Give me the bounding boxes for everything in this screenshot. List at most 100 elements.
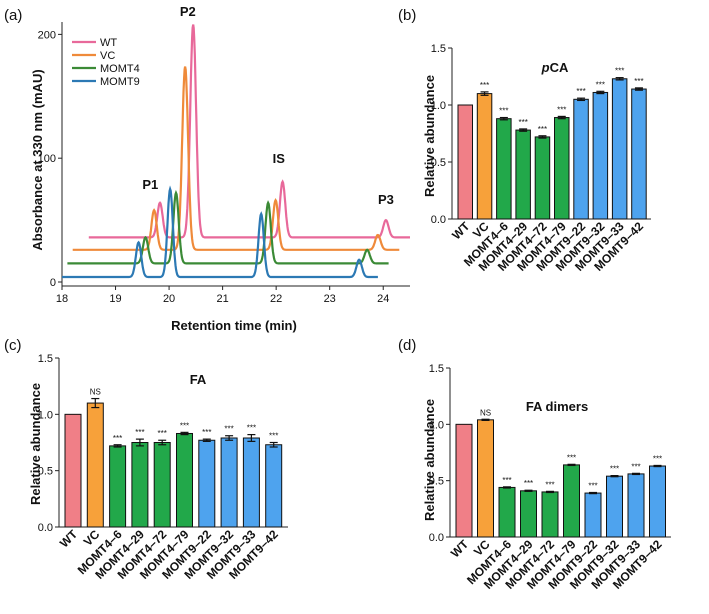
legend-label-momt4: MOMT4 — [100, 63, 140, 75]
bar-wt — [64, 413, 82, 528]
bar-momt4–6 — [498, 486, 516, 538]
x-tick-label: 19 — [109, 293, 121, 305]
significance-label: *** — [631, 462, 640, 471]
bar-momt9–22 — [198, 439, 216, 528]
trace-vc — [72, 66, 400, 251]
bar-momt9–42 — [649, 465, 666, 538]
pca-title-rest: CA — [550, 60, 569, 75]
pca-ylabel: Relative abundance — [422, 75, 437, 197]
panel-label-b: (b) — [398, 7, 416, 24]
significance-label: *** — [596, 80, 605, 89]
x-tick-label: 21 — [216, 293, 228, 305]
peak-label-p1: P1 — [142, 177, 158, 192]
bar-momt4–72 — [541, 491, 559, 538]
bar-momt4–79 — [176, 432, 193, 528]
trace-momt4 — [67, 189, 389, 265]
significance-label: *** — [615, 67, 624, 76]
bar-momt9–22 — [573, 98, 589, 220]
significance-label: *** — [524, 479, 533, 488]
significance-label: *** — [202, 428, 211, 437]
trace-wt — [88, 24, 410, 239]
y-tick-label: 0.0 — [431, 214, 446, 226]
bar-momt9–32 — [220, 437, 238, 528]
significance-label: *** — [269, 432, 278, 441]
panel-label-a: (a) — [4, 7, 22, 24]
peak-label-p2: P2 — [180, 4, 196, 19]
y-tick-label: 0.5 — [429, 476, 444, 488]
fa-dimers-title: FA dimers — [526, 399, 588, 414]
significance-label: *** — [545, 480, 554, 489]
fa-dimers-bar-panel: Relative abundance FA dimers 0.0 0.5 1.0 1.… — [422, 363, 671, 592]
bar-momt9–32 — [592, 91, 609, 220]
significance-label: *** — [113, 434, 122, 443]
y-tick-label: 0 — [50, 277, 56, 289]
chromatogram-ylabel: Absorbance at 330 nm (mAU) — [30, 69, 45, 250]
bar-momt9–32 — [606, 475, 623, 538]
legend-label-momt9: MOMT9 — [100, 76, 140, 88]
y-tick-label: 1.0 — [38, 409, 53, 421]
y-tick-label: 0.5 — [431, 157, 446, 169]
bar-momt4–29 — [515, 129, 531, 220]
bar-momt4–29 — [520, 490, 537, 538]
legend-label-wt: WT — [100, 37, 117, 49]
y-tick-label: 1.0 — [429, 419, 444, 431]
y-tick-label: 0.0 — [429, 532, 444, 544]
bar-momt9–33 — [627, 473, 645, 538]
significance-label: *** — [247, 424, 256, 433]
significance-label: *** — [634, 77, 643, 86]
bar-momt4–72 — [153, 442, 171, 528]
significance-label: *** — [567, 453, 576, 462]
significance-label: *** — [224, 425, 233, 434]
pca-title: pCA — [541, 60, 569, 75]
bar-momt9–33 — [611, 78, 628, 220]
significance-label: *** — [158, 429, 167, 438]
y-tick-label: 1.5 — [429, 363, 444, 375]
bar-wt — [457, 104, 473, 220]
category-label: WT — [448, 537, 472, 561]
peak-label-p3: P3 — [378, 192, 394, 207]
bar-momt4–29 — [131, 442, 149, 528]
significance-label: *** — [480, 81, 489, 90]
fa-title: FA — [190, 372, 207, 387]
fa-bar-panel: Relative abundance FA 0.00.51.01.5WTNSVC… — [28, 353, 288, 582]
significance-label: *** — [518, 118, 527, 127]
y-tick-label: 1.5 — [431, 43, 446, 55]
bar-momt4–6 — [496, 118, 512, 220]
x-tick-label: 24 — [377, 293, 389, 305]
bar-momt9–42 — [631, 88, 647, 220]
panel-label-d: (d) — [398, 337, 416, 354]
significance-label: NS — [480, 408, 491, 417]
significance-label: *** — [180, 421, 189, 430]
y-tick-label: 1.0 — [431, 100, 446, 112]
x-tick-label: 18 — [56, 293, 68, 305]
significance-label: *** — [610, 465, 619, 474]
significance-label: *** — [557, 105, 566, 114]
significance-label: *** — [499, 107, 508, 116]
peak-label-is: IS — [273, 151, 286, 166]
bar-momt9–42 — [265, 444, 283, 528]
significance-label: *** — [538, 125, 547, 134]
significance-label: *** — [588, 481, 597, 490]
category-label: WT — [57, 527, 81, 551]
significance-label: *** — [576, 87, 585, 96]
bar-momt9–22 — [584, 492, 602, 538]
y-tick-label: 1.5 — [38, 353, 53, 365]
pca-title-italic: p — [541, 60, 550, 75]
panel-label-c: (c) — [4, 337, 22, 354]
x-tick-label: 22 — [270, 293, 282, 305]
significance-label: *** — [502, 476, 511, 485]
y-tick-label: 0.5 — [38, 466, 53, 478]
x-tick-label: 20 — [163, 293, 175, 305]
bar-momt9–33 — [242, 437, 260, 528]
y-tick-label: 0.0 — [38, 522, 53, 534]
x-tick-label: 23 — [324, 293, 336, 305]
bar-momt4–72 — [534, 136, 551, 220]
significance-label: *** — [135, 428, 144, 437]
bar-wt — [455, 423, 473, 538]
bar-momt4–6 — [109, 445, 127, 528]
significance-label: NS — [90, 388, 101, 397]
y-tick-label: 100 — [38, 153, 56, 165]
bar-momt4–79 — [563, 464, 580, 538]
bar-vc — [477, 419, 494, 538]
